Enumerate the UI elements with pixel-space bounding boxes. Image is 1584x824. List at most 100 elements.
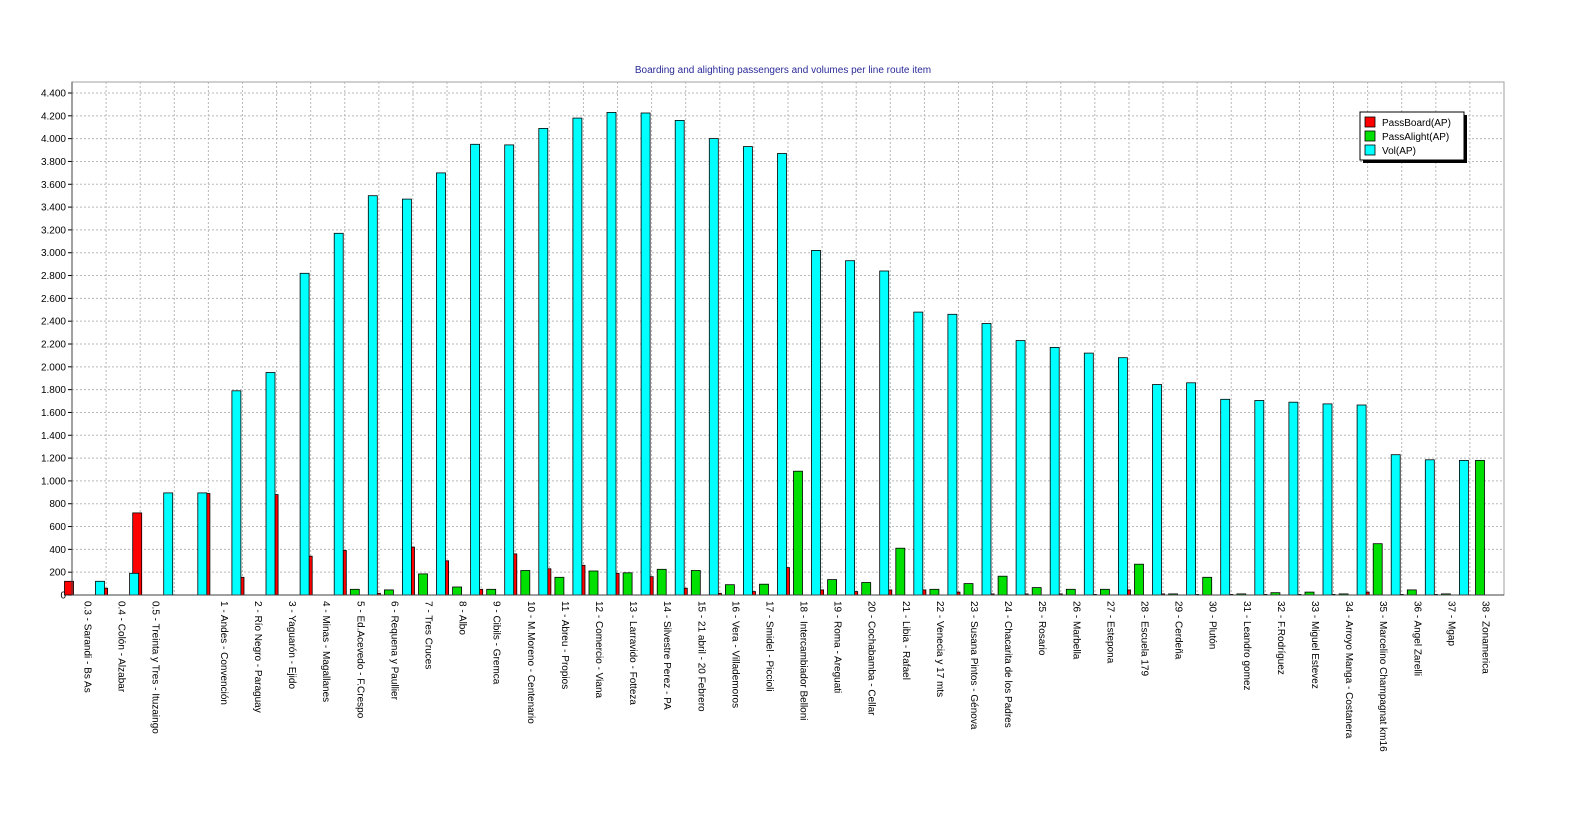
bar-passalight-ap [1065, 588, 1076, 596]
bar-vol-ap [504, 144, 515, 596]
bar-vol-ap [640, 112, 651, 596]
bar-vol-ap [947, 313, 958, 596]
legend-label: Vol(AP) [1382, 146, 1416, 157]
x-tick-label: 37 - Mgap [1445, 601, 1456, 646]
x-tick-label: 35 - Marcelino Champagnat km16 [1377, 601, 1388, 752]
bar-vol-ap [436, 172, 446, 596]
x-tick-label: 15 - 21 abril - 20 Febrero [695, 601, 706, 712]
x-tick-label: 36 - Angel Zarelli [1411, 601, 1422, 676]
y-tick-label: 2.400 [41, 317, 66, 328]
bar-vol-ap [95, 580, 105, 596]
y-tick-label: 1.600 [41, 408, 66, 419]
y-tick-label: 2.200 [41, 340, 66, 351]
bar-passalight-ap [1100, 588, 1110, 596]
y-tick-label: 2.800 [41, 271, 66, 282]
bar-passalight-ap [963, 583, 974, 596]
y-tick-label: 0 [60, 591, 66, 602]
bar-vol-ap [1049, 346, 1060, 596]
y-tick-label: 1.800 [41, 385, 66, 396]
y-tick-label: 800 [49, 499, 66, 510]
bar-passalight-ap [349, 588, 360, 596]
bar-vol-ap [333, 232, 344, 596]
x-tick-label: 11 - Abreu - Propios [559, 601, 570, 689]
bar-passalight-ap [588, 570, 599, 596]
x-axis-labels: 0.3 - Sarandi - Bs As 0.4 - Colón - Alzab… [82, 601, 1491, 752]
x-tick-label: 2 - Río Negro - Paraguay [252, 601, 263, 713]
bar-vol-ap [1186, 382, 1196, 596]
bar-passalight-ap [1475, 459, 1485, 596]
bar-passalight-ap [793, 470, 803, 596]
bar-vol-ap [299, 272, 310, 596]
bar-vol-ap [1118, 357, 1128, 596]
y-tick-label: 600 [49, 522, 66, 533]
legend-label: PassBoard(AP) [1382, 118, 1451, 129]
x-tick-label: 0.3 - Sarandi - Bs As [82, 601, 93, 693]
x-tick-label: 25 - Rosario [1036, 601, 1047, 656]
axis-layer [71, 82, 1504, 596]
bar-vol-ap [163, 492, 174, 596]
x-tick-label: 7 - Tres Cruces [423, 601, 434, 669]
x-tick-label: 12 - Comercio - Viana [593, 601, 604, 699]
bar-vol-ap [197, 492, 208, 596]
bar-vol-ap [606, 112, 617, 596]
bar-passalight-ap [997, 575, 1008, 596]
y-tick-label: 4.000 [41, 134, 66, 145]
bar-vol-ap [879, 270, 890, 596]
bar-vol-ap [401, 198, 412, 596]
bar-vol-ap [1356, 404, 1367, 596]
bar-passalight-ap [1372, 543, 1383, 596]
y-tick-label: 200 [49, 568, 66, 579]
legend: PassBoard(AP) PassAlight(AP) Vol(AP) [1359, 111, 1467, 163]
bar-vol-ap [1083, 352, 1094, 596]
bar-vol-ap [538, 127, 549, 596]
bar-passalight-ap [554, 576, 565, 596]
bar-vol-ap [913, 311, 924, 596]
x-tick-label: 5 - Ed.Acevedo - F.Crespo [354, 601, 365, 719]
x-tick-label: 0.4 - Colón - Alzabar [116, 601, 127, 693]
x-tick-label: 3 - Yaguarón - Ejido [286, 601, 297, 689]
x-tick-label: 34 - Arroyo Manga - Costanera [1343, 601, 1354, 739]
x-tick-label: 13 - Larravido - Fotteza [627, 601, 638, 705]
legend-swatch [1364, 144, 1376, 156]
bar-passboard-ap [64, 580, 74, 596]
y-tick-label: 4.400 [41, 89, 66, 100]
x-tick-label: 24 - Chacarita de los Padres [1002, 601, 1013, 728]
bar-passalight-ap [759, 583, 769, 596]
bar-vol-ap [1459, 459, 1469, 596]
x-tick-label: 17 - Smidel - Piccioli [764, 601, 775, 692]
x-tick-label: 6 - Requena y Paullier [388, 601, 399, 701]
x-tick-label: 21 - Libia - Rafael [900, 601, 911, 680]
y-tick-label: 4.200 [41, 111, 66, 122]
y-tick-label: 400 [49, 545, 66, 556]
bar-passalight-ap [656, 568, 667, 596]
bar-vol-ap [674, 120, 685, 596]
x-tick-label: 9 - Cibils - Gremca [491, 601, 502, 685]
bar-passalight-ap [622, 572, 633, 596]
bar-passalight-ap [895, 547, 906, 596]
x-tick-label: 20 - Cochabamba - Cellar [866, 601, 877, 716]
bar-passalight-ap [418, 573, 428, 596]
x-tick-label: 32 - F.Rodríguez [1275, 601, 1286, 675]
y-tick-label: 2.000 [41, 362, 66, 373]
y-tick-label: 3.600 [41, 180, 66, 191]
bar-passalight-ap [1134, 563, 1144, 596]
x-tick-label: 31 - Leandro gomez [1241, 601, 1252, 691]
bar-vol-ap [1152, 384, 1162, 596]
x-tick-label: 23 - Susana Pintos - Génova [968, 601, 979, 730]
bar-passalight-ap [725, 584, 735, 596]
bar-vol-ap [129, 572, 140, 596]
bar-vol-ap [265, 372, 276, 596]
bar-passalight-ap [520, 570, 531, 596]
bar-passalight-ap [486, 588, 497, 596]
x-tick-label: 26 - Marbella [1070, 601, 1081, 660]
chart-title: Boarding and alighting passengers and vo… [635, 65, 931, 76]
bar-passalight-ap [929, 588, 940, 596]
bar-vol-ap [1390, 454, 1401, 596]
bar-vol-ap [572, 117, 583, 596]
x-tick-label: 38 - Zonamerica [1480, 601, 1491, 674]
legend-swatch [1364, 116, 1376, 128]
bar-vol-ap [1220, 398, 1231, 596]
bar-vol-ap [1015, 340, 1026, 596]
y-tick-label: 1.400 [41, 431, 66, 442]
